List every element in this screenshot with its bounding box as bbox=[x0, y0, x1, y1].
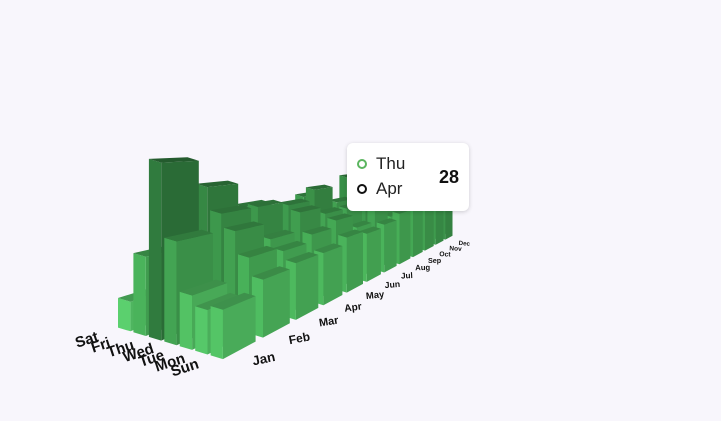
bar-face-top bbox=[314, 243, 343, 253]
data-tooltip: Thu Apr 28 bbox=[347, 143, 469, 211]
x-tick-label: Dec bbox=[458, 240, 470, 248]
circle-marker-icon bbox=[357, 159, 367, 169]
bar-face-side bbox=[148, 158, 162, 341]
bar-face-top bbox=[260, 229, 295, 240]
bar-face-side bbox=[195, 306, 208, 355]
bar-face-side bbox=[133, 253, 146, 336]
bar-face-top bbox=[290, 205, 321, 213]
bar-face-top bbox=[338, 229, 363, 238]
tooltip-month-label: Apr bbox=[376, 179, 403, 198]
x-tick-label: Nov bbox=[449, 245, 462, 253]
x-tick-label: Mar bbox=[318, 314, 340, 329]
bar-jan-sun[interactable] bbox=[210, 292, 256, 360]
bar-face-top bbox=[305, 184, 333, 190]
bar-face-top bbox=[327, 213, 353, 221]
tooltip-value: 28 bbox=[438, 167, 459, 187]
bar-face-top bbox=[328, 196, 353, 203]
y-tick-label: Fri bbox=[89, 334, 112, 356]
bar-face-top bbox=[279, 198, 310, 206]
bar-jun-sun[interactable] bbox=[358, 226, 381, 282]
bar-face-top bbox=[247, 199, 283, 207]
bar-face-side bbox=[118, 298, 131, 332]
bar-face-top bbox=[348, 220, 372, 228]
bar-face-top bbox=[251, 266, 290, 280]
circle-marker-icon bbox=[357, 184, 367, 194]
tooltip-row-month: Apr bbox=[357, 179, 402, 199]
x-tick-label: Apr bbox=[344, 301, 363, 314]
axis-label-layer: JanFebMarAprMayJunJulAugSepOctNovDecSunM… bbox=[73, 240, 471, 380]
bar-face-top bbox=[285, 252, 319, 264]
bar-face-top bbox=[224, 221, 264, 232]
bar-face-front bbox=[366, 228, 381, 282]
bar-face-top bbox=[273, 240, 307, 252]
bar-face-top bbox=[302, 226, 332, 235]
bar-feb-sun[interactable] bbox=[251, 266, 290, 338]
bar-mar-sun[interactable] bbox=[285, 252, 319, 320]
bar-face-front bbox=[384, 220, 397, 273]
bar-face-top bbox=[179, 279, 228, 296]
tooltip-row-day: Thu bbox=[357, 154, 405, 174]
bar-face-top bbox=[358, 226, 381, 234]
y-tick-label: Sat bbox=[73, 328, 100, 351]
bar-apr-sun[interactable] bbox=[314, 243, 343, 306]
bar-face-front bbox=[295, 254, 319, 320]
x-tick-label: Sep bbox=[428, 256, 442, 265]
x-tick-label: Jan bbox=[251, 349, 277, 368]
bar-face-side bbox=[164, 237, 177, 346]
bar-face-front bbox=[399, 210, 411, 265]
bar-face-top bbox=[238, 245, 277, 258]
x-tick-label: May bbox=[365, 288, 385, 301]
bar-face-front bbox=[323, 246, 343, 306]
bar-face-top bbox=[195, 292, 242, 310]
bar-face-front bbox=[222, 296, 256, 360]
bar-face-front bbox=[346, 231, 363, 293]
bar-face-top bbox=[164, 229, 213, 242]
bar-face-side bbox=[179, 291, 193, 350]
bar-face-top bbox=[376, 218, 397, 225]
tooltip-day-label: Thu bbox=[376, 154, 406, 173]
x-tick-label: Feb bbox=[288, 329, 312, 347]
bar-face-top bbox=[210, 292, 256, 310]
bar-face-front bbox=[413, 201, 423, 258]
bar-face-side bbox=[210, 306, 223, 360]
x-tick-label: Jul bbox=[401, 271, 413, 281]
x-tick-label: Jun bbox=[384, 279, 400, 290]
bar-face-top bbox=[210, 205, 252, 214]
x-tick-label: Aug bbox=[415, 263, 430, 272]
bar-face-top bbox=[316, 207, 343, 214]
bar-face-top bbox=[148, 157, 199, 163]
bar-face-front bbox=[263, 269, 290, 338]
x-tick-label: Oct bbox=[439, 251, 451, 258]
bar-face-top bbox=[196, 180, 239, 188]
